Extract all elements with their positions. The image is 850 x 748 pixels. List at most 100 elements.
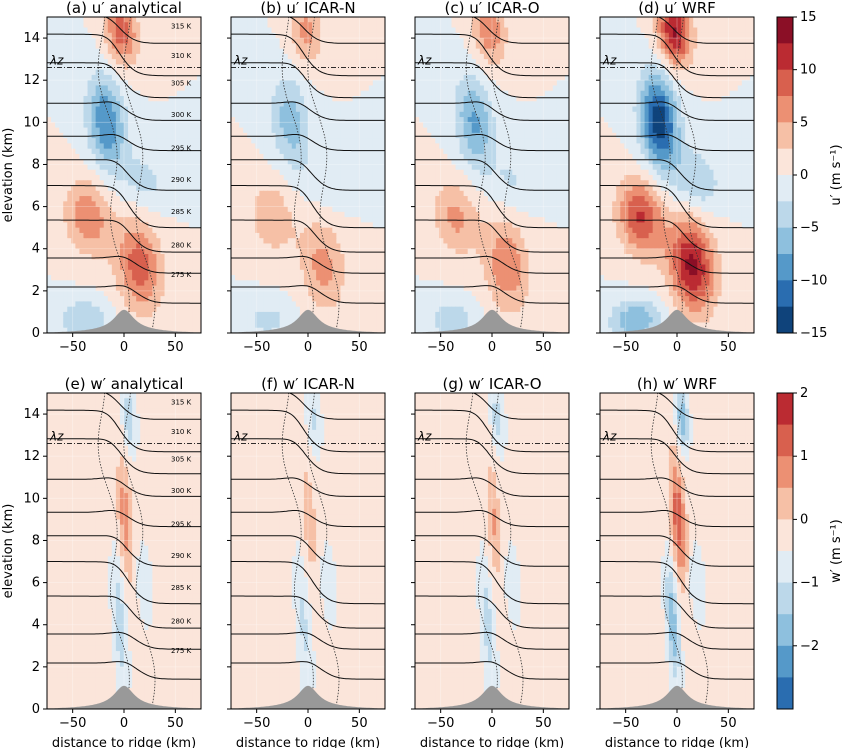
isentrope: [656, 393, 754, 420]
isentrope: [47, 101, 201, 121]
x-tick-label: 50: [720, 716, 737, 731]
panel-title: (a) u′ analytical: [66, 0, 182, 17]
plot-area: [47, 393, 201, 709]
isentrope: [415, 285, 569, 304]
colorbar-swatch: [777, 551, 793, 584]
lambda-z-label: λz: [602, 430, 617, 444]
x-tick-label: 0: [488, 340, 496, 355]
isentrope: [415, 438, 569, 475]
isentrope: [231, 561, 385, 605]
y-tick-label: 2: [32, 660, 40, 675]
isentrope: [231, 661, 385, 680]
lambda-z-label: λz: [602, 54, 617, 68]
isentrope: [47, 595, 201, 629]
colorbar-swatch: [777, 254, 793, 281]
colorbar-swatch: [777, 175, 793, 202]
isentrope: [231, 477, 385, 497]
colorbar-tick-label: 10: [800, 63, 817, 78]
x-tick-label: 0: [120, 716, 128, 731]
contour-fill: [600, 393, 754, 709]
plot-area: [600, 393, 754, 709]
isentrope: [600, 255, 754, 274]
isentrope: [415, 510, 569, 528]
isentrope: [600, 285, 754, 304]
theta-label: 305 K: [171, 455, 192, 463]
plot-area: [231, 393, 385, 709]
lambda-z-label: λz: [417, 54, 432, 68]
isentrope: [231, 595, 385, 629]
colorbar-tick-label: −5: [800, 221, 819, 236]
panel-title: (b) u′ ICAR-N: [260, 0, 355, 17]
colorbar-tick-label: 0: [800, 168, 808, 183]
isentrope: [231, 510, 385, 528]
colorbar-swatch: [777, 487, 793, 520]
isentrope: [47, 409, 201, 453]
panel-d: λz −50 0 50 (d) u′ WRF: [596, 0, 755, 355]
x-tick-label: 50: [535, 340, 552, 355]
y-tick-label: 8: [32, 157, 40, 172]
isentrope: [231, 219, 385, 253]
lambda-z-label: λz: [49, 430, 64, 444]
plot-area: [231, 17, 385, 333]
mountain: [415, 309, 569, 333]
lambda-z-label: λz: [233, 54, 248, 68]
colorbar-swatch: [777, 122, 793, 150]
plot-area: [600, 17, 754, 333]
isentrope: [415, 595, 569, 629]
isentrope: [47, 631, 201, 650]
isentrope: [287, 17, 385, 44]
isentrope: [656, 17, 754, 44]
isentrope: [103, 393, 201, 420]
isentrope: [415, 159, 569, 191]
theta-label: 315 K: [171, 398, 192, 406]
mountain: [47, 685, 201, 709]
y-tick-label: 14: [23, 407, 40, 422]
isentrope: [600, 477, 754, 497]
colorbar-swatch: [777, 677, 793, 710]
y-tick-label: 10: [23, 491, 40, 506]
isentrope: [471, 17, 569, 44]
theta-label: 310 K: [171, 428, 192, 436]
panel-title: (g) w′ ICAR-O: [442, 375, 541, 393]
x-tick-label: 50: [351, 716, 368, 731]
theta-label: 310 K: [171, 52, 192, 60]
colorbar-tick-label: −2: [800, 639, 819, 654]
isentrope: [600, 62, 754, 99]
isentrope: [287, 393, 385, 420]
colorbar-swatch: [777, 69, 793, 97]
isentrope: [600, 661, 754, 680]
theta-label: 295 K: [171, 145, 192, 153]
theta-label: 290 K: [171, 176, 192, 184]
x-tick-label: −50: [427, 716, 454, 731]
isentrope: [415, 409, 569, 453]
panel-c: λz −50 0 50 (c) u′ ICAR-O: [411, 0, 570, 355]
x-axis-label: distance to ridge (km): [420, 736, 564, 748]
colorbar-tick-label: −10: [800, 273, 827, 288]
y-tick-label: 6: [32, 576, 40, 591]
colorbar-swatch: [777, 614, 793, 647]
colorbar-swatch: [777, 280, 793, 308]
colorbar-tick-label: 0: [800, 512, 808, 527]
isentrope: [415, 661, 569, 680]
x-tick-label: 0: [673, 340, 681, 355]
isentrope: [47, 219, 201, 253]
plot-area: [415, 393, 569, 709]
isentrope: [47, 159, 201, 191]
theta-label: 285 K: [171, 584, 192, 592]
colorbar-u: 15 10 5 0 −5 −10 −15 u′ (m s⁻¹): [776, 10, 844, 341]
theta-label: 290 K: [171, 552, 192, 560]
contour-fill: [231, 393, 385, 709]
theta-label: 295 K: [171, 521, 192, 529]
isentrope: [415, 33, 569, 77]
colorbar-label: u′ (m s⁻¹): [829, 144, 844, 205]
panel-b: λz −50 0 50 (b) u′ ICAR-N: [227, 0, 386, 355]
x-tick-label: 50: [167, 716, 184, 731]
isentrope: [600, 561, 754, 605]
isentrope: [231, 185, 385, 229]
panel-f: λz −50 0 50 (f) w′ ICAR-N distance to ridge (…: [227, 375, 386, 748]
isentrope: [47, 33, 201, 77]
mountain: [47, 309, 201, 333]
panel-h: λz −50 0 50 (h) w′ WRF distance to ridge (km): [596, 375, 755, 748]
isentrope: [600, 159, 754, 191]
